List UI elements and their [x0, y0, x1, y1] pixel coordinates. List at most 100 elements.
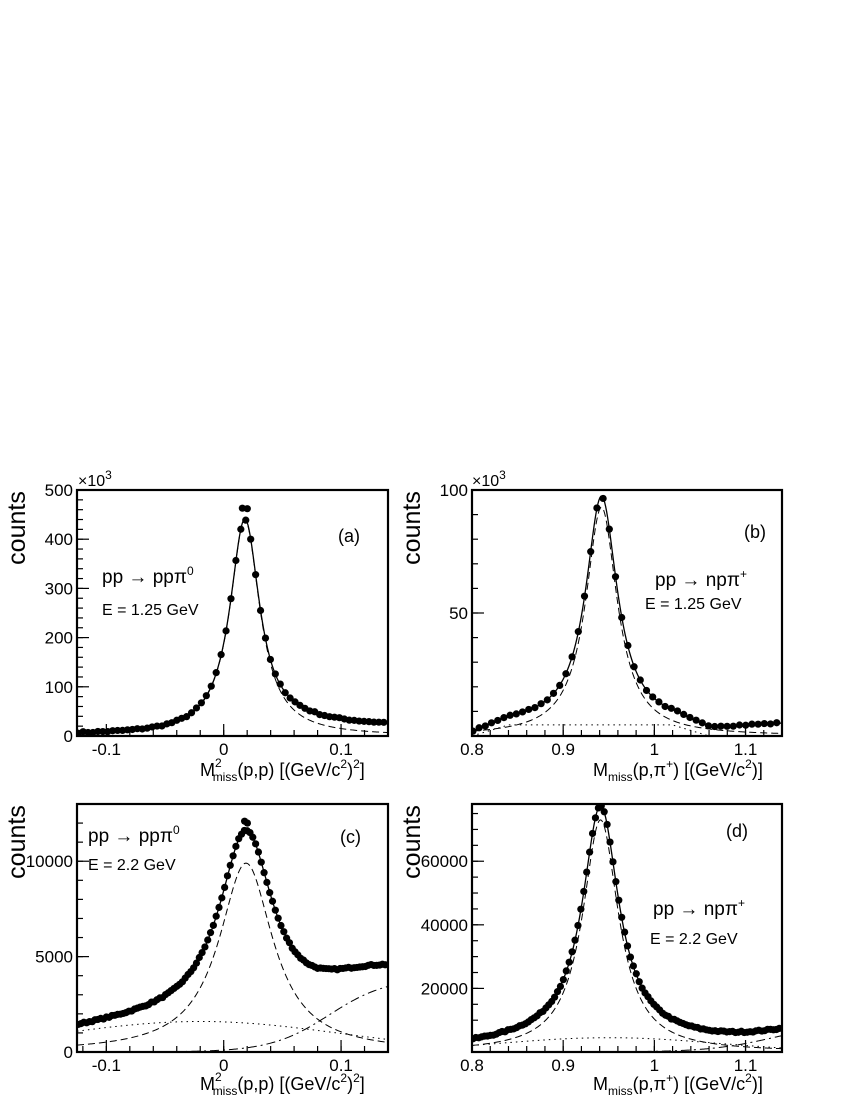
data-point: [207, 682, 215, 690]
data-point: [773, 719, 781, 727]
data-point: [597, 804, 605, 810]
data-point: [612, 878, 620, 886]
data-point: [618, 913, 626, 921]
data-point: [754, 720, 762, 728]
y-axis-label: counts: [3, 805, 31, 879]
data-point: [636, 676, 644, 684]
data-point: [600, 808, 608, 816]
data-point: [209, 921, 217, 929]
y-tick-label: 50: [449, 604, 468, 623]
data-point: [232, 842, 240, 850]
energy-label: E = 1.25 GeV: [645, 596, 742, 613]
y-tick-label: 100: [440, 481, 468, 500]
data-point: [276, 680, 284, 688]
data-point: [274, 914, 282, 922]
data-points: [472, 804, 782, 1043]
data-point: [692, 716, 700, 724]
data-point: [593, 504, 601, 512]
data-points: [77, 817, 388, 1029]
x-tick-label: -0.1: [92, 740, 121, 759]
data-point: [742, 721, 750, 729]
y-tick-label: 0: [64, 1043, 73, 1062]
data-point: [568, 948, 576, 956]
data-point: [212, 912, 220, 920]
fit-total-curve: [472, 495, 782, 732]
x-axis-label: M2 miss(p,p) [(GeV/c2)2]: [200, 756, 365, 784]
panel-tag: (c): [340, 827, 361, 847]
data-point: [766, 720, 775, 728]
data-point: [587, 548, 595, 556]
fit-curves: [472, 495, 782, 736]
data-point: [280, 928, 288, 936]
data-point: [242, 516, 250, 524]
fit-background-curve: [472, 1037, 782, 1049]
fit-signal-curve: [77, 862, 388, 1046]
data-point: [711, 722, 719, 731]
data-point: [611, 573, 620, 581]
data-point: [261, 634, 270, 642]
fit-curves: [472, 804, 782, 1052]
data-point: [183, 713, 191, 721]
data-point: [226, 861, 234, 869]
data-points: [77, 504, 388, 736]
data-point: [632, 970, 640, 978]
reaction-label: pp → npπ+: [655, 567, 747, 591]
fit-background-curve: [77, 985, 388, 1052]
reaction-label: pp → ppπ0: [88, 823, 180, 847]
energy-label: E = 2.2 GeV: [650, 931, 738, 948]
y-tick-label: 40000: [421, 916, 468, 935]
data-point: [217, 651, 225, 659]
data-point: [626, 953, 635, 961]
data-point: [760, 719, 768, 728]
fit-background-curve: [77, 1020, 388, 1040]
data-points: [472, 494, 781, 735]
data-point: [698, 719, 706, 727]
data-point: [512, 710, 520, 718]
y-tick-label: 10000: [26, 852, 73, 871]
data-point: [257, 858, 265, 866]
data-point: [380, 718, 388, 726]
data-point: [285, 939, 294, 947]
data-point: [635, 978, 643, 986]
data-point: [252, 840, 260, 848]
data-point: [229, 852, 237, 860]
data-point: [518, 708, 527, 716]
data-point: [247, 535, 255, 543]
data-point: [609, 858, 617, 866]
x-tick-label: 0.1: [329, 740, 353, 759]
data-point: [661, 702, 669, 711]
data-point: [218, 894, 226, 902]
data-point: [603, 820, 611, 829]
plot-frame: [75, 802, 390, 1054]
data-point: [723, 722, 731, 730]
x-axis-label: Mmiss(p,π+) [(GeV/c2)]: [593, 757, 763, 784]
plot-frame: [470, 488, 784, 738]
data-point: [667, 704, 675, 712]
data-point: [623, 942, 632, 950]
data-point: [583, 868, 591, 876]
x-tick-label: 0.1: [329, 1056, 353, 1075]
data-point: [571, 936, 579, 944]
energy-label: E = 2.2 GeV: [88, 857, 176, 874]
y-tick-label: 5000: [35, 948, 73, 967]
data-point: [254, 848, 263, 856]
data-point: [568, 653, 576, 661]
data-point: [221, 883, 229, 892]
y-axis-label: counts: [3, 491, 31, 565]
data-point: [192, 704, 201, 712]
panel-tag: (b): [744, 522, 766, 542]
data-point: [494, 716, 502, 725]
data-point: [615, 896, 623, 904]
data-point: [717, 722, 725, 730]
fit-total-curve: [77, 518, 388, 734]
data-point: [556, 681, 564, 690]
data-point: [201, 943, 209, 951]
y-tick-label: 200: [45, 629, 73, 648]
x-tick-label: 1.1: [734, 740, 758, 759]
x-tick-label: 0: [219, 740, 228, 759]
fit-curves: [77, 518, 388, 734]
data-point: [381, 961, 388, 969]
data-point: [537, 700, 545, 708]
data-point: [735, 721, 744, 729]
